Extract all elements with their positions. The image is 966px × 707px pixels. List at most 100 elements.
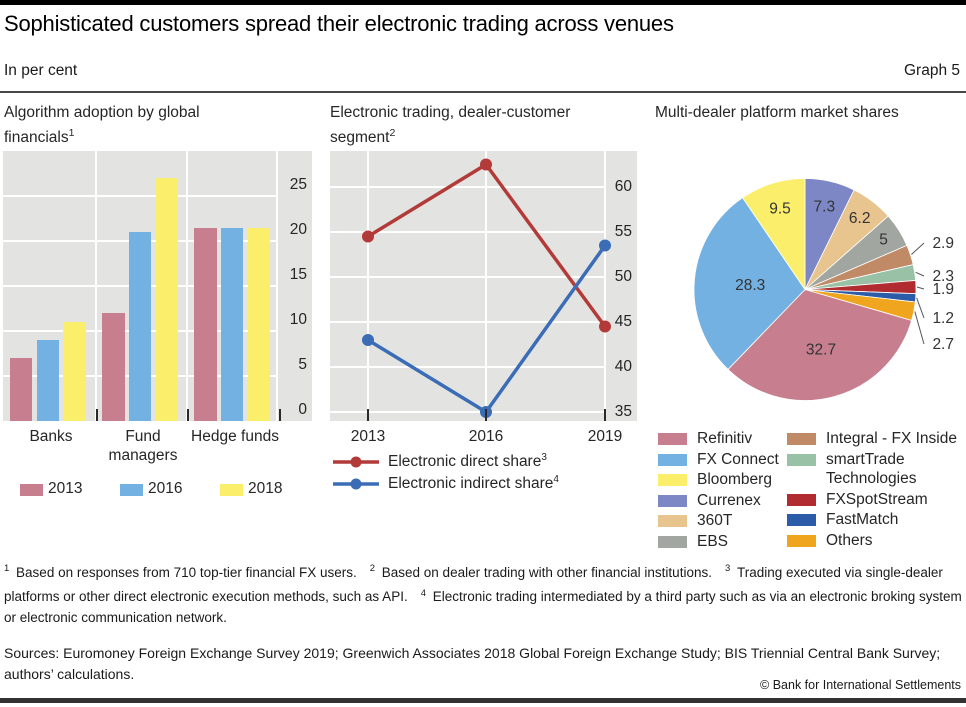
line-axis-tick (604, 409, 606, 421)
line-gridline-45 (330, 321, 604, 323)
footnote-text: Based on dealer trading with other finan… (375, 564, 712, 580)
pie-leader-line (916, 286, 925, 290)
pie-slice-refinitiv (727, 289, 913, 401)
line-axis-tick (485, 409, 487, 421)
bottom-rule (0, 698, 966, 703)
pie-leader-line (916, 297, 925, 319)
line-y-tick-label: 45 (614, 313, 632, 330)
pie-leader-line (915, 271, 925, 277)
header-divider (0, 91, 966, 93)
footnote-text: Based on responses from 710 top-tier fin… (9, 564, 357, 580)
pie-legend-swatch (787, 453, 816, 466)
line-y-tick-label: 35 (614, 403, 632, 420)
bar-vertical-gridline (276, 151, 278, 421)
legend-text: Electronic direct share (388, 453, 542, 471)
legend-label-2013: 2013 (48, 480, 83, 497)
bar-2013-fund-managers (102, 313, 125, 421)
footnote-text: Electronic trading intermediated by a th… (4, 589, 962, 625)
line-legend-marker (333, 478, 379, 490)
footnote-marker: 2 (369, 563, 376, 574)
pie-value-refinitiv: 32.7 (806, 341, 836, 358)
legend-dot (350, 478, 362, 490)
bar-axis-tick (279, 409, 281, 421)
top-rule (0, 0, 966, 5)
legend-label-2016: 2016 (148, 480, 183, 497)
pie-legend-swatch (658, 515, 687, 527)
bar-2018-hedge-funds (247, 227, 270, 421)
line-vertical-gridline (604, 151, 606, 421)
pie-legend-swatch (658, 433, 687, 445)
line-vertical-gridline (367, 151, 369, 421)
bar-2013-hedge-funds (194, 227, 217, 421)
legend-text: Electronic indirect share (388, 475, 554, 493)
bar-gridline-25 (3, 195, 277, 197)
line-x-label-2013: 2013 (350, 428, 386, 445)
pie-legend-label: Refinitiv (697, 430, 753, 447)
line-panel-title: Electronic trading, dealer-customer segm… (330, 103, 590, 148)
copyright: © Bank for International Settlements (760, 678, 961, 692)
footnote-marker: 4 (420, 587, 426, 599)
pie-legend-swatch (658, 535, 687, 548)
pie-legend-label: smartTrade Technologies (826, 450, 917, 488)
bar-2018-banks (63, 322, 86, 421)
line-legend-marker (333, 456, 379, 468)
bar-y-tick-label: 0 (298, 401, 307, 418)
pie-legend-swatch (658, 474, 687, 486)
graph-number: Graph 5 (903, 62, 960, 79)
pie-chart: 7.3 6.2 5 2.9 2.31.9 1.2 2.7 32.7 28.3 9.5 (693, 178, 954, 401)
line-x-label-2019: 2019 (587, 428, 623, 445)
pie-legend-item-others: Others (787, 531, 965, 551)
line-vertical-gridline (485, 151, 487, 421)
line-gridline-60 (330, 186, 604, 188)
bar-panel-title-text: Algorithm adoption by global financials (4, 104, 200, 147)
line-series-direct (367, 162, 607, 328)
pie-leader-line (911, 242, 925, 255)
bar-axis-tick (186, 409, 189, 421)
line-y-tick-label: 60 (614, 178, 632, 195)
line-panel-title-text: Electronic trading, dealer-customer segm… (330, 104, 571, 147)
pie-legend-item-currenex: Currenex (658, 491, 786, 511)
legend-label-2018: 2018 (248, 480, 283, 497)
pie-panel-title: Multi-dealer platform market shares (655, 103, 961, 123)
legend-dot (350, 456, 362, 468)
pie-legend-swatch (787, 433, 816, 445)
footnote-text: Trading executed via single-dealer platf… (4, 564, 943, 605)
data-point-2013 (362, 334, 374, 346)
pie-legend-label: EBS (697, 532, 729, 550)
pie-legend-label: 360T (697, 512, 733, 529)
pie-value-360t: 6.2 (849, 210, 871, 227)
bar-y-tick-label: 5 (298, 356, 307, 373)
bar-category-label: Hedge funds (191, 428, 279, 445)
footnote-marker: 3 (724, 563, 731, 574)
bar-category-label: Fund managers (108, 428, 178, 464)
line-gridline-35 (330, 411, 604, 413)
legend-swatch-2018 (220, 484, 243, 496)
pie-leader-line (914, 311, 925, 345)
pie-legend-item-integral-fx-inside: Integral - FX Inside (787, 429, 965, 449)
legend-swatch-2013 (20, 484, 43, 496)
pie-value-fx-connect: 28.3 (735, 277, 765, 294)
pie-value-others: 2.7 (932, 336, 954, 353)
line-x-label-2016: 2016 (468, 428, 504, 445)
pie-panel-title-text: Multi-dealer platform market shares (655, 104, 899, 121)
line-gridline-55 (330, 231, 604, 233)
legend-swatch-2016 (120, 484, 143, 496)
pie-slice-bloomberg (742, 178, 806, 291)
pie-legend-item-bloomberg: Bloomberg (658, 470, 786, 490)
line-series-indirect (367, 244, 607, 414)
pie-value-fastmatch: 1.2 (932, 310, 954, 327)
sources: Sources: Euromoney Foreign Exchange Surv… (4, 645, 941, 682)
bar-y-tick-label: 25 (289, 176, 307, 193)
bar-y-tick-label: 20 (289, 221, 307, 238)
page-title: Sophisticated customers spread their ele… (4, 11, 674, 36)
pie-legend-item-fastmatch: FastMatch (787, 510, 965, 530)
pie-value-smarttrade-technologies: 2.3 (932, 268, 954, 285)
pie-legend-label: FastMatch (826, 511, 899, 528)
bar-2016-banks (36, 340, 59, 421)
line-y-tick-label: 40 (614, 358, 632, 375)
footnotes: 1 Based on responses from 710 top-tier f… (4, 558, 962, 628)
bar-2016-fund-managers (128, 232, 152, 421)
bar-panel-title: Algorithm adoption by global financials1 (4, 103, 259, 148)
line-chart-plot-area: 35 40 45 50 55 60 (330, 151, 637, 421)
